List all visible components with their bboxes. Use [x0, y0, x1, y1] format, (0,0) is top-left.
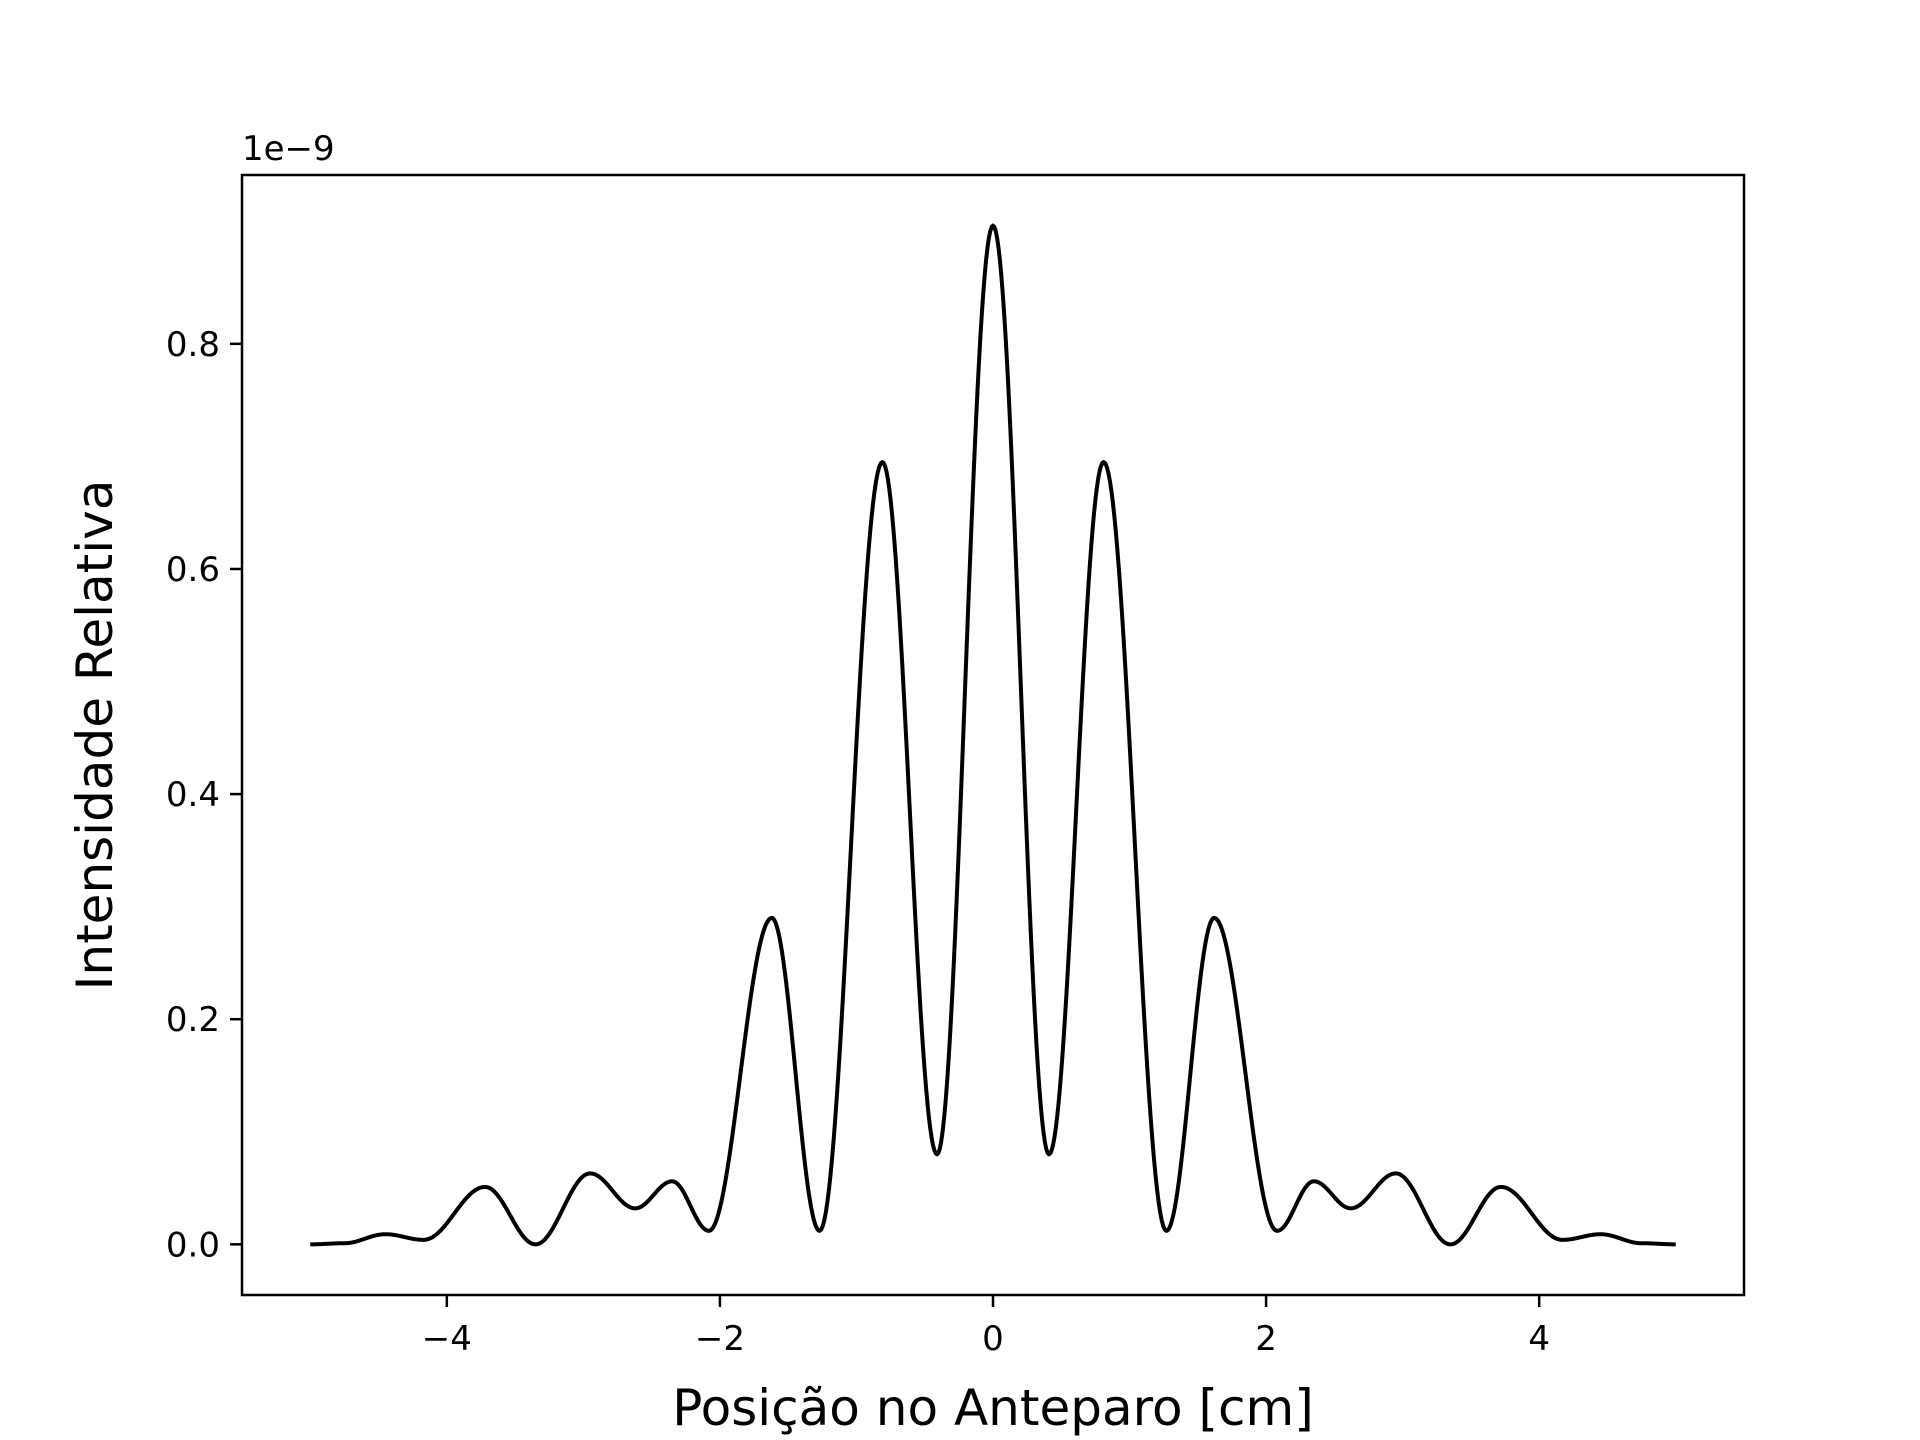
y-tick-label: 0.8 — [166, 325, 220, 365]
y-axis: 0.0 0.2 0.4 0.6 0.8 — [166, 325, 242, 1265]
x-axis: −4 −2 0 2 4 — [422, 1295, 1550, 1359]
y-tick-label: 0.0 — [166, 1225, 220, 1265]
y-offset-label: 1e−9 — [242, 129, 335, 169]
x-tick-label: 0 — [982, 1319, 1004, 1359]
y-tick-label: 0.2 — [166, 1000, 220, 1040]
intensity-curve — [309, 223, 1677, 1247]
x-tick-label: −2 — [695, 1319, 745, 1359]
x-axis-label: Posição no Anteparo [cm] — [672, 1379, 1313, 1437]
x-tick-label: −4 — [422, 1319, 472, 1359]
y-tick-label: 0.4 — [166, 775, 220, 815]
x-tick-label: 2 — [1255, 1319, 1277, 1359]
y-axis-label: Intensidade Relativa — [66, 480, 124, 991]
x-tick-label: 4 — [1528, 1319, 1550, 1359]
y-tick-label: 0.6 — [166, 550, 220, 590]
